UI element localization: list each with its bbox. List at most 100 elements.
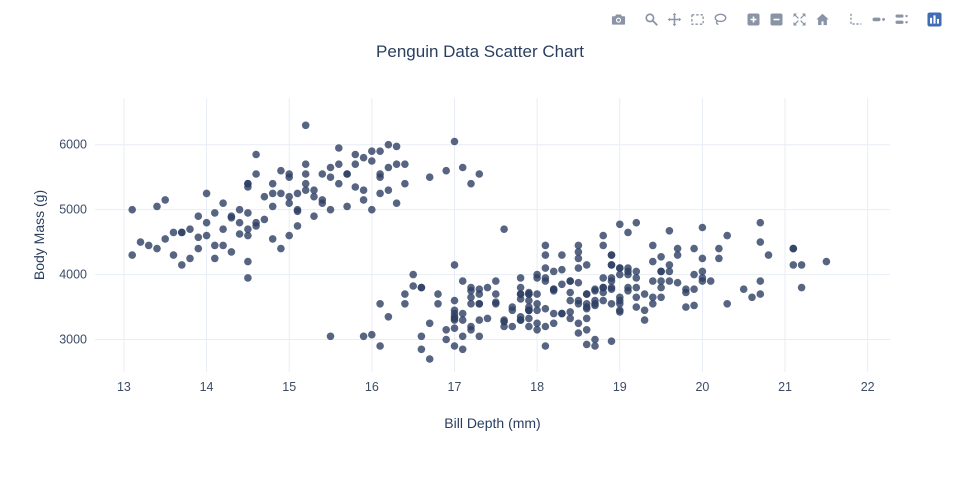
data-point[interactable]: [607, 261, 616, 269]
data-point[interactable]: [632, 218, 641, 227]
data-point[interactable]: [673, 244, 682, 253]
data-point[interactable]: [582, 314, 591, 323]
data-point[interactable]: [698, 223, 707, 232]
data-point[interactable]: [153, 244, 161, 253]
data-point[interactable]: [401, 160, 409, 168]
data-point[interactable]: [458, 345, 467, 354]
data-point[interactable]: [607, 337, 616, 346]
data-point[interactable]: [425, 319, 434, 328]
data-point[interactable]: [640, 290, 649, 298]
data-point[interactable]: [401, 290, 409, 298]
data-point[interactable]: [616, 308, 624, 316]
data-point[interactable]: [690, 285, 698, 294]
data-point[interactable]: [616, 270, 624, 279]
data-point[interactable]: [533, 290, 541, 298]
data-point[interactable]: [392, 160, 401, 168]
data-point[interactable]: [533, 326, 541, 334]
data-point[interactable]: [566, 288, 574, 297]
data-point[interactable]: [252, 150, 260, 159]
data-point[interactable]: [566, 314, 574, 323]
data-point[interactable]: [268, 189, 277, 198]
data-point[interactable]: [500, 316, 508, 324]
data-point[interactable]: [169, 228, 178, 237]
data-point[interactable]: [649, 300, 657, 308]
data-point[interactable]: [591, 301, 599, 310]
data-point[interactable]: [632, 293, 641, 302]
data-point[interactable]: [285, 199, 294, 207]
data-point[interactable]: [599, 274, 607, 282]
data-point[interactable]: [227, 248, 236, 256]
data-point[interactable]: [475, 285, 484, 294]
data-point[interactable]: [268, 179, 277, 188]
data-point[interactable]: [442, 335, 451, 344]
data-point[interactable]: [376, 147, 384, 155]
data-point[interactable]: [516, 283, 525, 292]
data-point[interactable]: [599, 288, 607, 297]
data-point[interactable]: [748, 293, 756, 302]
data-point[interactable]: [657, 252, 665, 261]
data-point[interactable]: [450, 324, 459, 333]
data-point[interactable]: [533, 300, 541, 308]
data-point[interactable]: [508, 306, 517, 315]
data-point[interactable]: [211, 254, 219, 263]
data-point[interactable]: [616, 264, 624, 272]
data-point[interactable]: [591, 335, 599, 344]
data-point[interactable]: [665, 261, 674, 269]
data-point[interactable]: [739, 285, 748, 294]
data-point[interactable]: [599, 241, 607, 250]
data-point[interactable]: [194, 212, 203, 220]
data-point[interactable]: [186, 254, 194, 263]
data-point[interactable]: [549, 309, 558, 318]
data-point[interactable]: [458, 309, 467, 318]
data-point[interactable]: [458, 163, 467, 172]
data-point[interactable]: [211, 241, 219, 250]
data-point[interactable]: [797, 261, 806, 269]
data-point[interactable]: [450, 261, 459, 269]
data-point[interactable]: [392, 142, 401, 151]
data-point[interactable]: [219, 241, 227, 250]
data-point[interactable]: [541, 322, 550, 331]
data-point[interactable]: [169, 251, 178, 259]
reset-axes-button[interactable]: [811, 10, 834, 29]
data-point[interactable]: [789, 244, 798, 253]
lasso-select-button[interactable]: [709, 10, 732, 29]
data-point[interactable]: [516, 274, 525, 282]
data-point[interactable]: [574, 264, 583, 272]
data-point[interactable]: [690, 244, 698, 253]
data-point[interactable]: [541, 277, 550, 285]
data-point[interactable]: [202, 231, 211, 240]
data-point[interactable]: [657, 283, 665, 292]
data-point[interactable]: [293, 189, 302, 198]
data-point[interactable]: [384, 163, 393, 172]
data-point[interactable]: [368, 205, 376, 214]
data-point[interactable]: [285, 170, 294, 178]
data-point[interactable]: [508, 322, 517, 331]
data-point[interactable]: [591, 342, 599, 350]
data-point[interactable]: [368, 157, 376, 165]
data-point[interactable]: [310, 212, 318, 220]
data-point[interactable]: [698, 267, 707, 276]
zoom-button[interactable]: [640, 10, 663, 29]
data-point[interactable]: [516, 290, 525, 298]
data-point[interactable]: [715, 254, 723, 263]
data-point[interactable]: [219, 225, 227, 233]
data-point[interactable]: [235, 205, 244, 214]
data-point[interactable]: [194, 244, 203, 253]
data-point[interactable]: [326, 205, 335, 214]
data-point[interactable]: [558, 280, 566, 289]
data-point[interactable]: [376, 173, 384, 181]
data-point[interactable]: [607, 251, 616, 259]
data-point[interactable]: [450, 137, 459, 146]
data-point[interactable]: [541, 241, 550, 250]
data-point[interactable]: [301, 179, 310, 188]
data-point[interactable]: [277, 166, 285, 175]
data-point[interactable]: [335, 179, 343, 188]
data-point[interactable]: [343, 202, 351, 211]
data-point[interactable]: [301, 121, 310, 130]
data-point[interactable]: [640, 316, 649, 324]
data-point[interactable]: [574, 329, 583, 337]
data-point[interactable]: [458, 316, 467, 324]
data-point[interactable]: [673, 278, 682, 287]
data-point[interactable]: [442, 326, 451, 334]
data-point[interactable]: [673, 251, 682, 259]
